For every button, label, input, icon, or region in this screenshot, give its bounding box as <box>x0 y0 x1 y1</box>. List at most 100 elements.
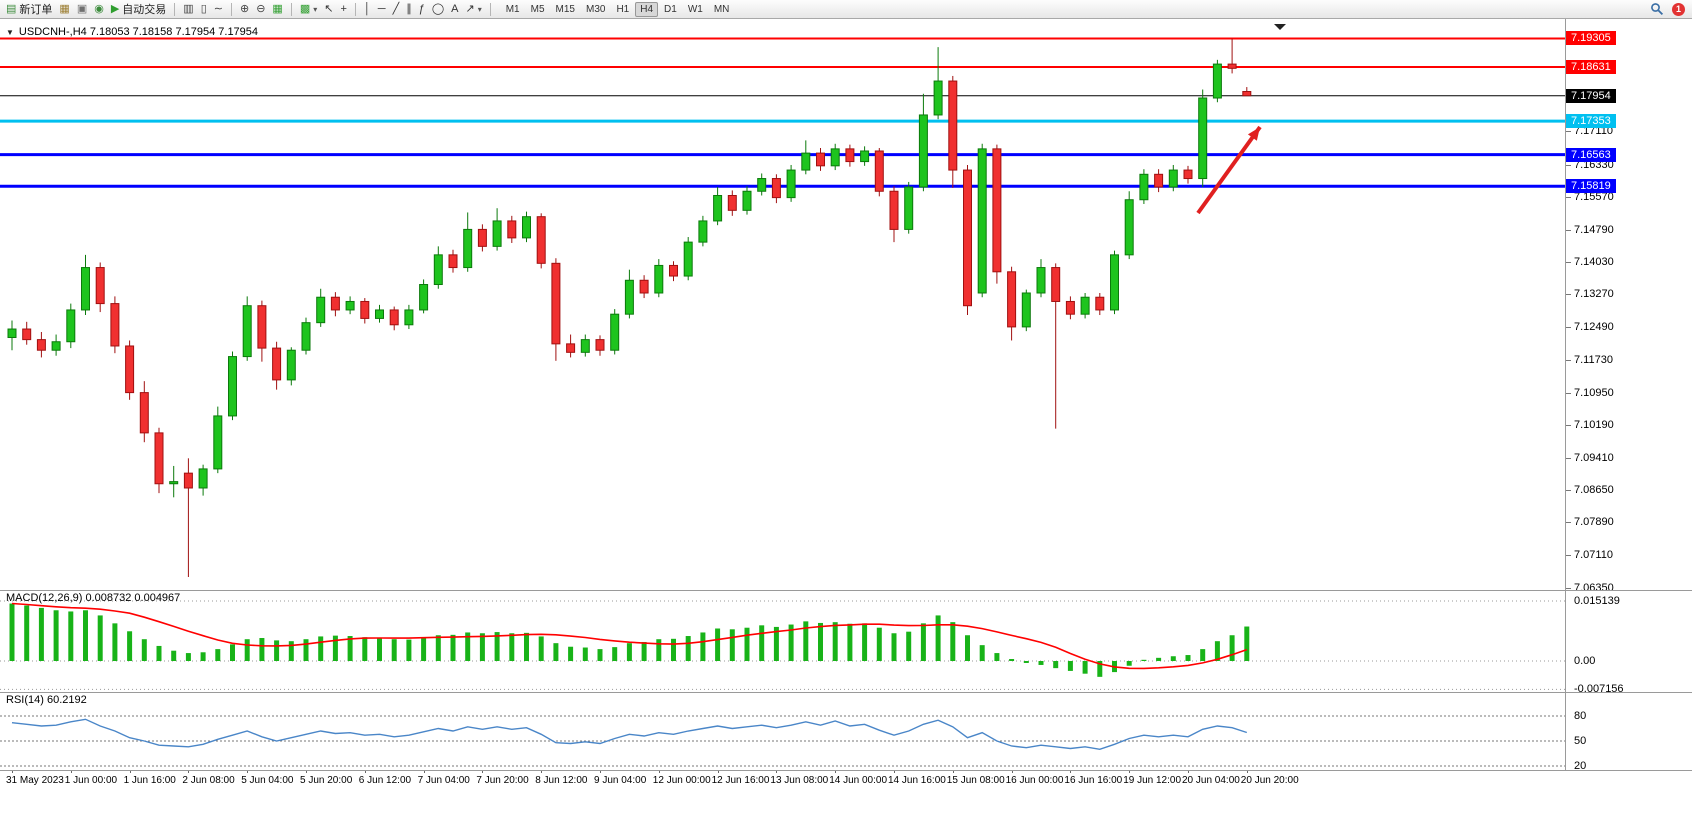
new-order-button[interactable]: ▤ 新订单 <box>3 1 55 17</box>
crosshair-button[interactable]: + <box>337 1 349 17</box>
macd-histogram-bar <box>656 639 662 661</box>
tile-windows-button[interactable]: ▦ <box>269 1 285 17</box>
indicators-button[interactable]: ▩ ▾ <box>297 1 320 17</box>
macd-histogram-bar <box>685 636 691 661</box>
rsi-canvas <box>0 715 1566 767</box>
bar-chart-type-button[interactable]: ▥ <box>180 1 196 17</box>
shapes-button[interactable]: ◯ <box>429 1 447 17</box>
text-button[interactable]: A <box>448 1 461 17</box>
channel-icon: ∥ <box>406 2 412 15</box>
time-label: 20 Jun 20:00 <box>1240 775 1299 786</box>
candle-body <box>286 349 296 381</box>
price-tick-label: 7.11730 <box>1566 353 1613 366</box>
candle-body <box>742 190 752 211</box>
candle-body <box>492 220 502 247</box>
candle-body <box>977 148 987 294</box>
candle-body <box>7 328 17 339</box>
fibonacci-icon: ƒ <box>418 2 425 15</box>
timeframe-m5-button[interactable]: M5 <box>530 3 545 15</box>
macd-histogram-bar <box>773 626 779 661</box>
zoom-out-button[interactable]: ⊖ <box>253 1 268 17</box>
macd-panel[interactable]: MACD(12,26,9) 0.008732 0.004967 <box>0 591 1566 692</box>
time-label: 15 Jun 08:00 <box>946 775 1005 786</box>
depth-of-market-button[interactable]: ▣ <box>74 1 90 17</box>
time-scale[interactable]: 31 May 2023 1 Jun 00:00 1 Jun 16:00 2 Jun 0… <box>0 770 1692 792</box>
candle-chart-type-button[interactable]: ▯ <box>198 1 210 17</box>
candle-body <box>595 339 605 351</box>
crosshair-icon: + <box>340 2 347 15</box>
candle-body <box>154 432 164 485</box>
price-scale[interactable]: 7.17110 7.16330 7.15570 7.14790 7.14030 7.132… <box>1566 19 1692 772</box>
panel-separator[interactable] <box>0 692 1692 693</box>
cursor-button[interactable]: ↖ <box>321 1 336 17</box>
arrows-tool-button[interactable]: ↗ ▾ <box>462 1 484 17</box>
timeframe-m15-button[interactable]: M15 <box>555 3 575 15</box>
macd-label: MACD(12,26,9) 0.008732 0.004967 <box>6 592 181 604</box>
candle-body <box>786 169 796 199</box>
macd-histogram-bar <box>1185 655 1191 661</box>
price-tick-label: 7.07890 <box>1566 516 1614 529</box>
time-label: 13 Jun 08:00 <box>770 775 829 786</box>
time-tick <box>776 770 778 773</box>
refresh-button[interactable]: ◉ <box>91 1 107 17</box>
time-tick <box>12 770 13 773</box>
rsi-line <box>11 718 1248 751</box>
price-tick-label: 7.17110 <box>1566 125 1613 138</box>
vertical-line-button[interactable]: │ <box>361 1 374 17</box>
macd-histogram-bar <box>935 615 941 661</box>
timeframe-h1-button[interactable]: H1 <box>616 3 630 15</box>
rsi-panel[interactable]: RSI(14) 60.2192 <box>0 693 1566 770</box>
macd-histogram-bar <box>259 638 265 661</box>
candle-body <box>419 284 429 311</box>
time-label: 20 Jun 04:00 <box>1182 775 1240 786</box>
macd-histogram-bar <box>465 632 471 661</box>
autotrade-button[interactable]: ▶ 自动交易 <box>108 1 169 17</box>
time-tick <box>482 770 484 773</box>
fibonacci-button[interactable]: ƒ <box>416 1 428 17</box>
candle-body <box>1110 254 1119 311</box>
candle-body <box>698 220 708 243</box>
line-chart-type-button[interactable]: ∼ <box>211 1 226 17</box>
timeframe-w1-button[interactable]: W1 <box>687 3 703 15</box>
timeframe-mn-button[interactable]: MN <box>713 3 730 15</box>
timeframe-m1-button[interactable]: M1 <box>505 3 520 15</box>
timeframe-d1-button[interactable]: D1 <box>664 3 677 15</box>
panel-separator[interactable] <box>0 590 1692 591</box>
zoom-in-button[interactable]: ⊕ <box>237 1 252 17</box>
vertical-line-icon: │ <box>363 2 371 15</box>
timeframe-h4-button[interactable]: H4 <box>635 1 659 17</box>
macd-scale-zero: 0.00 <box>1574 655 1596 667</box>
trendline-button[interactable]: ╱ <box>390 1 403 17</box>
macd-histogram-bar <box>391 639 397 661</box>
candle-body <box>272 347 282 381</box>
time-tick <box>129 770 131 773</box>
candle-body <box>933 80 943 116</box>
chart-window-button[interactable]: ▦ <box>56 1 72 17</box>
macd-histogram-bar <box>1067 661 1073 671</box>
notification-badge[interactable]: 1 <box>1672 2 1685 16</box>
candle-body <box>51 341 61 351</box>
candle-body <box>477 228 487 247</box>
annotation-arrow[interactable] <box>1196 125 1262 215</box>
chevron-down-icon[interactable]: ▼ <box>6 27 14 37</box>
line-chart-type-icon: ∼ <box>213 2 223 15</box>
time-label: 12 Jun 16:00 <box>711 775 770 786</box>
macd-histogram-bar <box>920 623 926 661</box>
macd-histogram-bar <box>421 638 427 661</box>
horizontal-line-button[interactable]: ─ <box>375 1 389 17</box>
macd-histogram-bar <box>597 649 603 661</box>
macd-histogram-bar <box>700 632 706 661</box>
annotation-arrow-head-icon <box>1247 127 1260 141</box>
arrows-tool-icon: ↗ <box>465 2 475 15</box>
time-tick <box>1070 770 1072 773</box>
timeframe-m30-button[interactable]: M30 <box>585 3 606 15</box>
channel-button[interactable]: ∥ <box>403 1 415 17</box>
time-label: 7 Jun 04:00 <box>417 775 470 786</box>
price-tick-label: 7.15570 <box>1566 190 1614 203</box>
macd-histogram-bar <box>53 610 59 661</box>
price-chart-panel[interactable]: ▼ USDCNH-,H4 7.18053 7.18158 7.17954 7.1… <box>0 19 1566 590</box>
new-order-label: 新订单 <box>19 4 53 16</box>
time-tick <box>423 770 425 773</box>
search-button[interactable] <box>1647 1 1667 17</box>
time-tick <box>1246 770 1248 773</box>
